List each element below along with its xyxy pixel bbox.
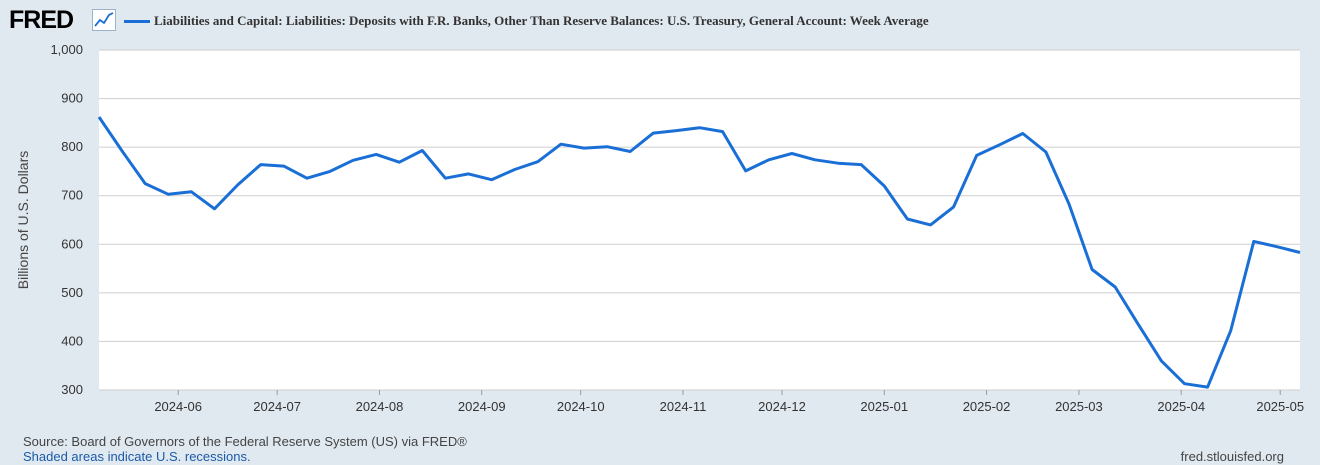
x-tick-label: 2024-08: [356, 399, 404, 414]
x-tick-label: 2024-12: [758, 399, 806, 414]
x-tick-label: 2025-02: [963, 399, 1011, 414]
x-tick-label: 2025-03: [1055, 399, 1103, 414]
x-tick-label: 2025-05: [1256, 399, 1304, 414]
y-tick-label: 300: [61, 382, 83, 397]
line-chart: 300 400 500 600 700 800 900 1,000 2024-06 2024-07…: [50, 42, 1304, 414]
source-note: Source: Board of Governors of the Federa…: [23, 434, 467, 449]
y-tick-label: 800: [61, 139, 83, 154]
x-tick-label: 2024-06: [154, 399, 202, 414]
x-tick-label: 2025-04: [1157, 399, 1205, 414]
y-tick-label: 900: [61, 91, 83, 106]
recession-note[interactable]: Shaded areas indicate U.S. recessions.: [23, 449, 251, 464]
series-line: [97, 116, 1301, 389]
trend-line-icon: [92, 9, 116, 31]
x-tick-label: 2025-01: [860, 399, 908, 414]
legend-swatch: [124, 20, 150, 23]
plot-area: [99, 50, 1300, 390]
y-tick-label: 1,000: [50, 42, 83, 57]
fred-url[interactable]: fred.stlouisfed.org: [1180, 449, 1284, 464]
y-tick-label: 700: [61, 188, 83, 203]
x-tick-label: 2024-11: [660, 399, 707, 414]
x-tick-label: 2024-07: [253, 399, 301, 414]
y-tick-label: 500: [61, 285, 83, 300]
chart-header: FRED Liabilities and Capital: Liabilitie…: [0, 0, 1320, 40]
y-tick-label: 400: [61, 333, 83, 348]
y-tick-label: 600: [61, 236, 83, 251]
x-tick-label: 2024-10: [557, 399, 605, 414]
x-tick-label: 2024-09: [458, 399, 506, 414]
fred-logo[interactable]: FRED: [9, 6, 74, 34]
legend-series-name[interactable]: Liabilities and Capital: Liabilities: De…: [154, 13, 929, 28]
